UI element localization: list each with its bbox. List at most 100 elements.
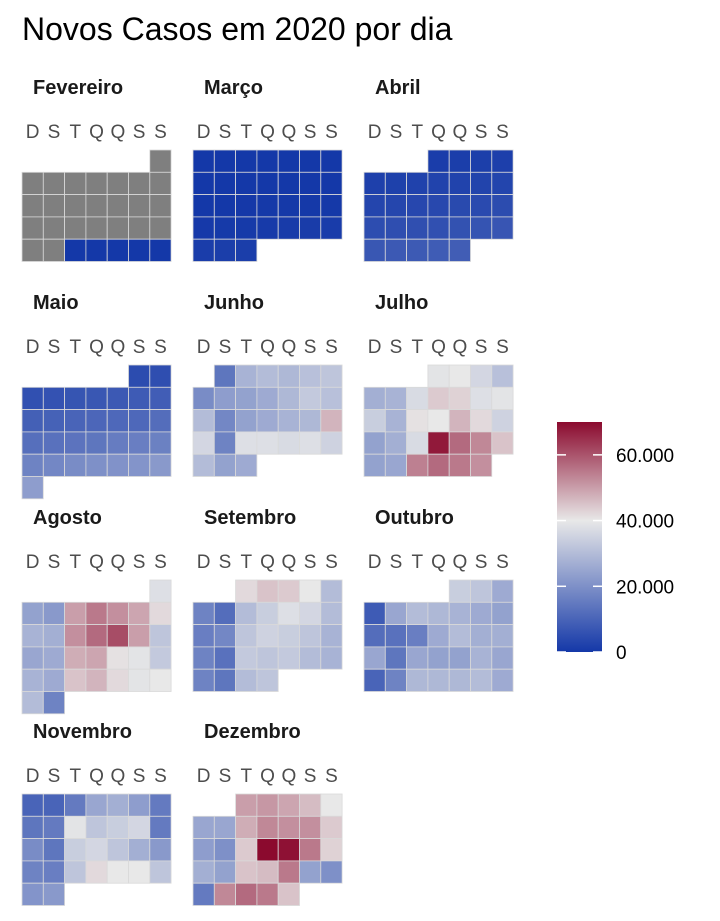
day-cell [149,431,172,455]
day-cell [42,646,65,670]
weekday-label: S [154,337,167,358]
day-cell [21,838,44,862]
day-cell [448,171,471,196]
day-cell [21,646,44,670]
day-cell [363,668,386,692]
day-cell [213,668,237,692]
weekday-label: Q [89,122,104,143]
weekday-label: S [390,122,403,143]
weekday-label: D [368,122,382,143]
day-cell [213,453,237,477]
weekday-label: T [240,122,252,143]
weekday-label: T [411,122,423,143]
day-cell [491,409,514,433]
day-cell [363,409,386,433]
day-cell [235,431,258,455]
day-cell [406,171,429,196]
day-cell [128,815,151,839]
weekday-label: Q [281,122,296,143]
day-cell [85,646,108,670]
day-cell [149,646,172,670]
legend-tick-label: 20.000 [616,577,674,598]
day-cell [85,601,108,625]
day-cell [128,646,151,670]
day-cell [149,194,172,218]
day-cell [42,860,65,884]
day-cell [299,838,322,862]
month-label: Novembro [33,721,132,743]
day-cell [320,149,343,173]
day-cell [448,238,471,262]
weekday-label: S [304,337,317,358]
day-cell [384,668,407,692]
weekday-label: S [304,552,317,573]
day-cell [299,409,322,433]
day-cell [21,216,44,240]
day-cell [64,238,87,262]
month-label: Julho [375,292,428,314]
day-cell [427,149,450,173]
month-label: Abril [375,77,421,99]
day-cell [320,815,343,839]
day-cell [256,216,279,240]
day-cell [128,431,151,455]
day-cell [42,453,65,477]
weekday-label: T [240,337,252,358]
weekday-label: S [133,766,146,787]
day-cell [299,194,322,218]
day-cell [470,364,493,388]
day-cell [235,668,258,692]
day-cell [406,646,429,670]
weekday-label: S [154,766,167,787]
day-cell [213,149,237,173]
day-cell [277,431,300,455]
day-cell [192,668,215,692]
weekday-label: D [368,337,382,358]
day-cell [21,453,44,477]
day-cell [192,601,215,625]
day-cell [384,386,407,410]
day-cell [406,453,429,477]
day-cell [21,601,44,625]
weekday-label: Q [281,552,296,573]
day-cell [256,793,279,817]
weekday-label: S [475,337,488,358]
day-cell [42,216,65,240]
day-cell [106,838,129,862]
day-cell [448,601,471,625]
day-cell [85,171,108,196]
day-cell [192,386,215,410]
day-cell [491,668,514,692]
weekday-label: T [69,766,81,787]
day-cell [64,386,87,410]
day-cell [106,238,129,262]
day-cell [256,386,279,410]
weekday-label: S [154,552,167,573]
weekday-label: Q [110,766,125,787]
weekday-label: S [219,552,232,573]
weekday-label: S [496,337,509,358]
weekday-label: S [390,337,403,358]
day-cell [277,815,300,839]
day-cell [235,601,258,625]
day-cell [470,409,493,433]
day-cell [363,194,386,218]
weekday-label: S [219,766,232,787]
day-cell [427,453,450,477]
day-cell [213,601,237,625]
day-cell [299,579,322,603]
month-label: Dezembro [204,721,301,743]
day-cell [406,216,429,240]
day-cell [64,194,87,218]
day-cell [320,216,343,240]
day-cell [427,646,450,670]
day-cell [106,409,129,433]
day-cell [491,646,514,670]
weekday-label: D [197,552,211,573]
day-cell [256,668,279,692]
day-cell [149,601,172,625]
day-cell [128,793,151,817]
